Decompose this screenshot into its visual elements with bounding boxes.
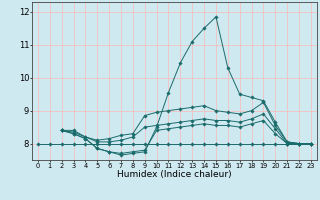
X-axis label: Humidex (Indice chaleur): Humidex (Indice chaleur): [117, 170, 232, 179]
